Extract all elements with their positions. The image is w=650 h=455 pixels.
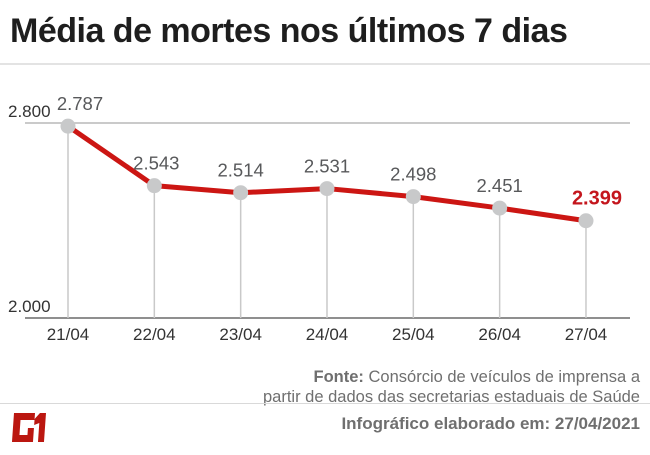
line-chart: 2.800 2.000 2.787 21/04 2.543 22/04 2.514 23/04…	[8, 93, 630, 344]
data-point-label: 2.543	[133, 153, 179, 174]
data-point-label: 2.531	[304, 156, 350, 177]
elaborated-text: Infográfico elaborado em: 27/04/2021	[341, 414, 640, 433]
data-point-marker	[578, 213, 594, 229]
title-divider	[0, 63, 650, 65]
y-axis-tick-label: 2.800	[8, 102, 51, 121]
data-point-marker	[319, 181, 335, 197]
x-axis-tick-label: 22/04	[133, 325, 176, 344]
data-point-marker	[233, 185, 249, 201]
source-note: Fonte: Consórcio de veículos de imprensa…	[263, 367, 640, 407]
data-point-label-highlight: 2.399	[572, 188, 622, 210]
source-line-1: Fonte: Consórcio de veículos de imprensa…	[263, 367, 640, 387]
x-axis-tick-label: 23/04	[219, 325, 262, 344]
x-axis-tick-label: 26/04	[478, 325, 521, 344]
y-axis-tick-label: 2.000	[8, 297, 51, 316]
data-point-marker	[405, 189, 421, 205]
source-label: Fonte:	[313, 368, 364, 386]
x-axis-tick-label: 21/04	[47, 325, 90, 344]
data-point-label: 2.451	[477, 175, 523, 196]
data-point-label: 2.498	[390, 164, 436, 185]
data-point-label: 2.787	[57, 93, 103, 114]
data-point-marker	[492, 200, 508, 216]
footer-divider	[0, 403, 650, 404]
data-point-label: 2.514	[218, 160, 264, 181]
x-axis-tick-label: 24/04	[306, 325, 349, 344]
g1-logo-icon	[11, 413, 46, 442]
data-point-marker	[60, 118, 76, 134]
page-title: Média de mortes nos últimos 7 dias	[10, 12, 568, 50]
x-axis-tick-label: 27/04	[565, 325, 608, 344]
data-point-marker	[146, 178, 162, 194]
source-line-2: partir de dados das secretarias estaduai…	[263, 388, 640, 406]
source-text-1: Consórcio de veículos de imprensa a	[368, 368, 640, 386]
x-axis-tick-label: 25/04	[392, 325, 435, 344]
